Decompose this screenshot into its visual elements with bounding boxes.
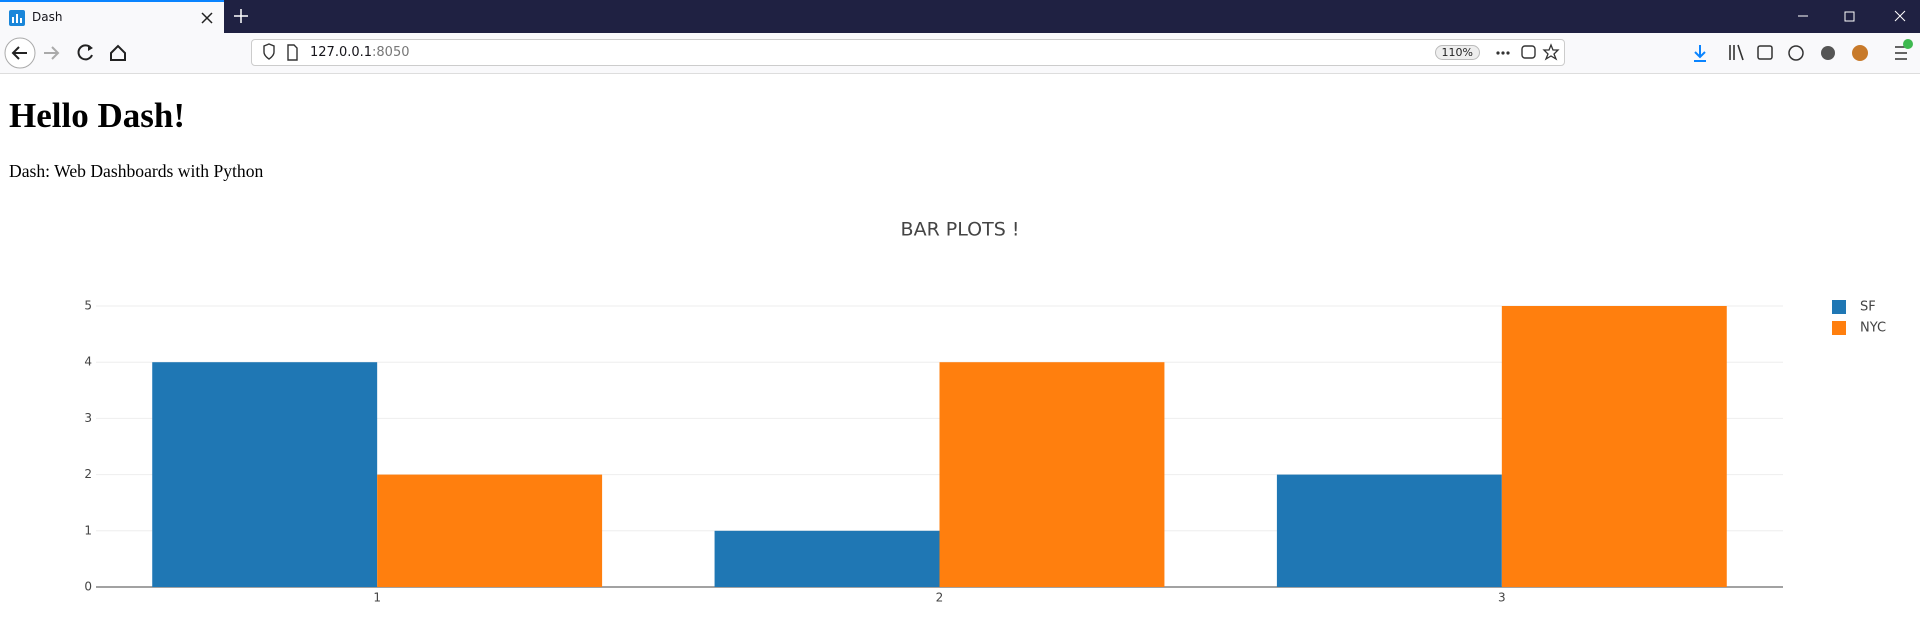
url-host: 127.0.0.1 bbox=[310, 45, 373, 60]
tab-close[interactable] bbox=[201, 12, 213, 24]
window-controls[interactable] bbox=[1740, 0, 1920, 33]
y-tick-label: 4 bbox=[84, 355, 92, 369]
nav-bar: 127.0.0.1:8050 110% bbox=[0, 33, 1920, 74]
url-port: :8050 bbox=[372, 45, 410, 60]
bar bbox=[1276, 474, 1502, 587]
title-bar: Dash bbox=[0, 0, 1920, 33]
url-text: 127.0.0.1:8050 bbox=[310, 45, 410, 60]
bar bbox=[714, 530, 940, 587]
legend-label: SF bbox=[1860, 300, 1876, 315]
legend-swatch bbox=[1832, 300, 1846, 314]
bar bbox=[377, 474, 603, 587]
y-tick-label: 1 bbox=[84, 523, 92, 537]
browser-tab[interactable]: Dash bbox=[0, 0, 224, 33]
y-tick-label: 2 bbox=[84, 467, 92, 481]
url-icons bbox=[263, 43, 298, 61]
chart-title: BAR PLOTS ! bbox=[901, 219, 1020, 241]
legend-swatch bbox=[1832, 321, 1846, 335]
y-tick-label: 0 bbox=[84, 580, 92, 594]
tab-title: Dash bbox=[32, 10, 63, 24]
url-actions[interactable] bbox=[1490, 40, 1560, 65]
y-tick-label: 3 bbox=[84, 411, 92, 425]
url-bar[interactable]: 127.0.0.1:8050 110% bbox=[251, 39, 1565, 66]
x-tick-label: 1 bbox=[373, 591, 381, 605]
bar bbox=[152, 362, 378, 587]
zoom-indicator[interactable]: 110% bbox=[1434, 45, 1480, 60]
nav-buttons[interactable] bbox=[0, 33, 240, 73]
page-paragraph: Dash: Web Dashboards with Python bbox=[9, 161, 264, 181]
x-tick-label: 3 bbox=[1498, 591, 1506, 605]
y-tick-label: 5 bbox=[84, 299, 92, 313]
page-heading: Hello Dash! bbox=[9, 96, 185, 135]
legend-label: NYC bbox=[1860, 321, 1886, 336]
toolbar-icons[interactable] bbox=[1690, 33, 1920, 73]
bar bbox=[1501, 306, 1727, 587]
bar bbox=[939, 362, 1165, 587]
new-tab[interactable] bbox=[234, 9, 248, 23]
tab-icon bbox=[9, 10, 25, 26]
x-tick-label: 2 bbox=[936, 591, 944, 605]
